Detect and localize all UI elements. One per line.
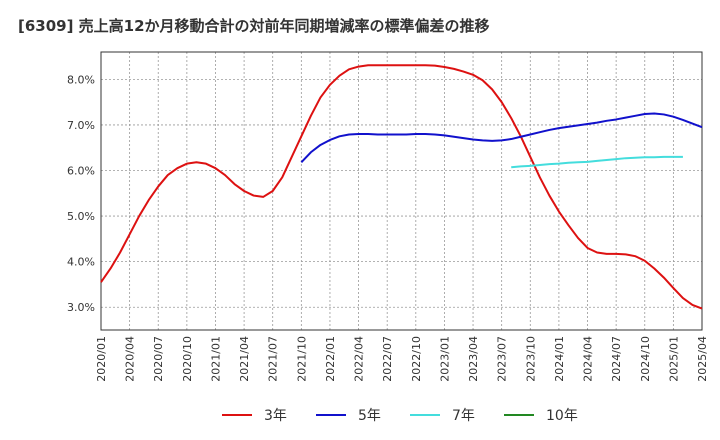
- x-tick-label: 2021/01: [209, 336, 222, 382]
- x-tick-label: 2020/10: [181, 336, 194, 382]
- x-tick-label: 2023/04: [467, 336, 480, 382]
- y-tick-label: 5.0%: [67, 210, 95, 223]
- y-tick-label: 6.0%: [67, 164, 95, 177]
- x-tick-label: 2023/01: [438, 336, 451, 382]
- x-axis: 2020/01 2020/04 2020/07 2020/10 2021/01 2021/…: [95, 336, 709, 382]
- x-tick-label: 2021/10: [295, 336, 308, 382]
- series-line-0: [100, 64, 703, 310]
- plot-area-border: [100, 51, 703, 331]
- x-tick-label: 2020/07: [152, 336, 165, 382]
- legend: 3年 5年 7年 10年: [222, 408, 578, 424]
- grid: [100, 52, 703, 330]
- x-tick-label: 2021/04: [238, 336, 251, 382]
- legend-label: 7年: [452, 408, 475, 424]
- y-axis: 3.0% 4.0% 5.0% 6.0% 7.0% 8.0%: [67, 73, 95, 314]
- y-tick-label: 4.0%: [67, 256, 95, 269]
- x-tick-label: 2020/01: [95, 336, 108, 382]
- x-tick-label: 2022/04: [353, 336, 366, 382]
- x-tick-label: 2025/01: [667, 336, 680, 382]
- series-line-2: [511, 155, 683, 169]
- legend-label: 5年: [358, 408, 381, 424]
- y-tick-label: 8.0%: [67, 73, 95, 86]
- x-tick-label: 2021/07: [267, 336, 280, 382]
- x-tick-label: 2024/01: [553, 336, 566, 382]
- legend-label: 3年: [264, 408, 287, 424]
- x-tick-label: 2023/10: [524, 336, 537, 382]
- series-lines: [100, 64, 703, 310]
- x-tick-label: 2024/04: [582, 336, 595, 382]
- series-line-1: [300, 112, 703, 163]
- y-tick-label: 3.0%: [67, 301, 95, 314]
- x-tick-label: 2025/04: [696, 336, 709, 382]
- x-tick-label: 2023/07: [496, 336, 509, 382]
- chart-title: [6309] 売上高12か月移動合計の対前年同期増減率の標準偏差の推移: [18, 17, 490, 35]
- x-tick-label: 2022/01: [324, 336, 337, 382]
- x-tick-label: 2022/07: [381, 336, 394, 382]
- x-tick-label: 2024/10: [639, 336, 652, 382]
- x-tick-label: 2022/10: [410, 336, 423, 382]
- legend-label: 10年: [546, 408, 578, 424]
- x-tick-label: 2024/07: [610, 336, 623, 382]
- x-tick-label: 2020/04: [124, 336, 137, 382]
- y-tick-label: 7.0%: [67, 119, 95, 132]
